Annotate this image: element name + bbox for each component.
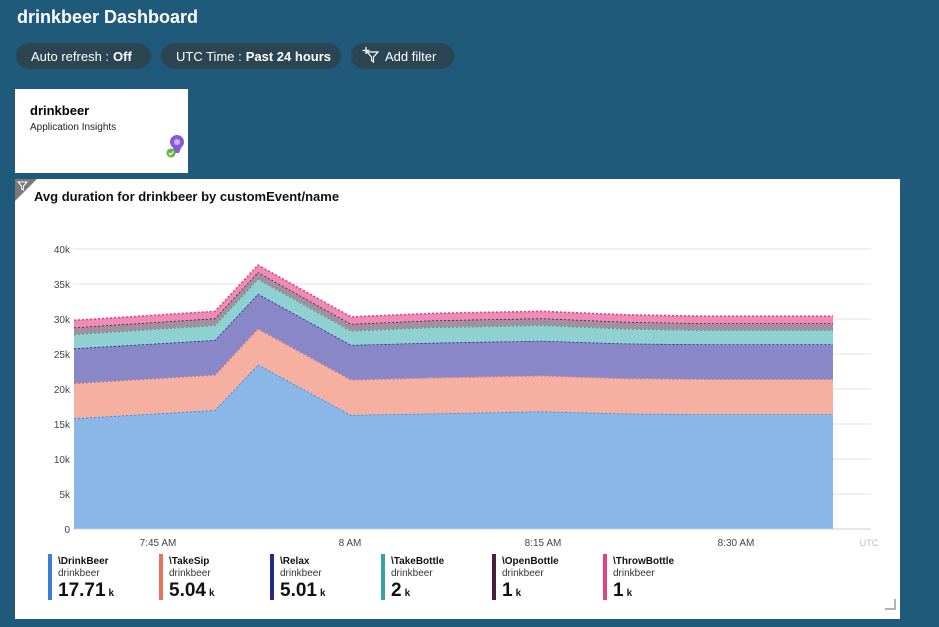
legend-value-unit: k [319, 588, 326, 599]
x-tick-label: 7:45 AM [140, 538, 177, 549]
legend-series-app: drinkbeer [58, 568, 100, 579]
chart-title: Avg duration for drinkbeer by customEven… [34, 189, 340, 204]
y-tick-label: 30k [54, 315, 71, 326]
filter-corner-icon [15, 179, 37, 206]
y-tick-label: 40k [54, 245, 71, 256]
area-series [74, 328, 833, 419]
legend-series-name: \DrinkBeer [58, 556, 109, 567]
time-range-value: Past 24 hours [245, 48, 331, 64]
legend-series-value: 5.04 k [169, 580, 215, 602]
legend-series-app: drinkbeer [169, 568, 211, 579]
series-line [73, 278, 833, 336]
legend-color-bar [48, 554, 52, 600]
app-insights-icon [165, 134, 189, 165]
dashboard-title: drinkbeer Dashboard [17, 7, 199, 27]
legend-value-number: 5.01 [280, 580, 317, 601]
legend-color-bar [270, 554, 274, 600]
x-unit-label: UTC [860, 538, 879, 548]
app-name: drinkbeer [30, 103, 90, 118]
add-filter-icon [362, 46, 380, 66]
y-tick-label: 10k [54, 455, 71, 466]
auto-refresh-button[interactable]: Auto refresh : Off [16, 43, 151, 69]
legend-color-bar [603, 554, 607, 600]
legend-value-number: 2 [391, 580, 402, 601]
add-filter-label: Add filter [385, 48, 437, 64]
legend-series-name: \TakeSip [169, 556, 210, 567]
legend-value-number: 1 [502, 580, 513, 601]
area-series [74, 364, 833, 529]
legend-value-number: 5.04 [169, 580, 206, 601]
legend-series-name: \Relax [280, 556, 310, 567]
legend-series-value: 17.71 k [58, 580, 114, 602]
legend-color-bar [492, 554, 496, 600]
x-tick-label: 8:30 AM [718, 538, 755, 549]
legend-value-unit: k [515, 588, 522, 599]
legend-value-unit: k [108, 588, 115, 599]
legend-color-bar [381, 554, 385, 600]
legend-series-app: drinkbeer [613, 568, 655, 579]
area-series [74, 293, 833, 384]
app-insights-tile[interactable]: drinkbeer Application Insights [15, 89, 188, 173]
legend-series-app: drinkbeer [502, 568, 544, 579]
y-tick-label: 25k [54, 350, 71, 361]
legend-item[interactable]: \Relax drinkbeer 5.01 k [270, 554, 381, 602]
area-series [74, 272, 833, 335]
auto-refresh-label: Auto refresh : [31, 48, 110, 64]
chart-tile[interactable]: Avg duration for drinkbeer by customEven… [15, 179, 900, 619]
legend-series-app: drinkbeer [391, 568, 433, 579]
x-tick-label: 8:15 AM [525, 538, 562, 549]
area-chart: 0 5k 10k 15k 20k 25k 30k 35k 40k 7:45 AM 8 AM 8:15 … [54, 245, 879, 549]
legend-value-unit: k [626, 588, 633, 599]
legend-value-number: 17.71 [58, 580, 106, 601]
legend-series-name: \ThrowBottle [613, 556, 675, 567]
legend-series-name: \OpenBottle [502, 556, 559, 567]
legend-item[interactable]: \ThrowBottle drinkbeer 1 k [603, 554, 714, 602]
legend-item[interactable]: \DrinkBeer drinkbeer 17.71 k [48, 554, 159, 602]
y-tick-label: 0 [64, 525, 70, 536]
legend-series-name: \TakeBottle [391, 556, 445, 567]
y-tick-label: 15k [54, 420, 71, 431]
area-series [74, 265, 833, 328]
legend-item[interactable]: \OpenBottle drinkbeer 1 k [492, 554, 603, 602]
legend-series-app: drinkbeer [280, 568, 322, 579]
chart-legend: \DrinkBeer drinkbeer 17.71 k \TakeSip drinkbe… [48, 554, 714, 602]
series-line [73, 271, 833, 329]
time-range-button[interactable]: UTC Time : Past 24 hours [161, 43, 341, 69]
y-tick-label: 35k [54, 280, 71, 291]
legend-value-number: 1 [613, 580, 624, 601]
app-type: Application Insights [30, 122, 117, 133]
x-tick-label: 8 AM [339, 538, 362, 549]
auto-refresh-value: Off [113, 48, 132, 64]
legend-color-bar [159, 554, 163, 600]
series-line [73, 264, 833, 322]
legend-value-unit: k [208, 588, 215, 599]
y-tick-label: 20k [54, 385, 71, 396]
time-range-label: UTC Time : [176, 48, 242, 64]
legend-series-value: 5.01 k [280, 580, 326, 602]
add-filter-button[interactable]: Add filter [351, 43, 454, 69]
area-series [74, 279, 833, 349]
resize-handle-icon[interactable] [884, 597, 896, 615]
legend-item[interactable]: \TakeBottle drinkbeer 2 k [381, 554, 492, 602]
legend-value-unit: k [404, 588, 411, 599]
y-tick-label: 5k [59, 490, 71, 501]
legend-item[interactable]: \TakeSip drinkbeer 5.04 k [159, 554, 270, 602]
